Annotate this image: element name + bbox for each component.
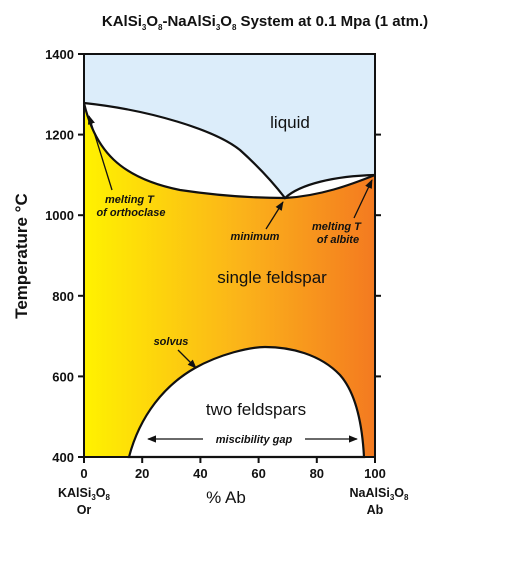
y-tick-label: 400: [52, 450, 74, 465]
minimum-arrow: [265, 201, 284, 230]
y-tick-label: 1400: [45, 47, 74, 62]
y-tick-marks: [78, 53, 381, 458]
melting-loop-right-region: [285, 175, 375, 198]
melting-orthoclase-arrow: [87, 115, 113, 191]
plot-frame: [83, 53, 376, 458]
left-endmember-abbr: Or: [77, 503, 92, 517]
right-endmember-formula: NaAlSi3O8: [350, 486, 409, 502]
right-endmember-abbr: Ab: [367, 503, 384, 517]
liquid-label: liquid: [270, 113, 310, 132]
liquidus-curve: [83, 101, 376, 200]
two-feldspars-label: two feldspars: [206, 400, 306, 419]
solvus-arrow: [177, 349, 197, 369]
diagram-title: KAlSi3O8-NaAlSi3O8 System at 0.1 Mpa (1 …: [102, 13, 428, 32]
melting-albite-label: melting T of albite: [312, 221, 364, 246]
y-tick-label: 600: [52, 369, 74, 384]
solvus-label: solvus: [154, 336, 189, 348]
x-tick-label: 20: [135, 466, 149, 481]
minimum-label: minimum: [231, 231, 280, 243]
left-endmember-formula: KAlSi3O8: [58, 486, 111, 502]
y-tick-label: 800: [52, 289, 74, 304]
x-axis-title: % Ab: [206, 488, 246, 507]
x-tick-label: 0: [80, 466, 87, 481]
single-feldspar-label: single feldspar: [217, 268, 327, 287]
x-tick-label: 40: [193, 466, 207, 481]
y-tick-label: 1200: [45, 128, 74, 143]
melting-orthoclase-label: melting T of orthoclase: [96, 194, 165, 219]
x-tick-label: 100: [364, 466, 386, 481]
two-feldspars-region: [127, 345, 366, 459]
miscibility-gap-label: miscibility gap: [216, 434, 293, 446]
solidus-curve: [82, 102, 376, 200]
y-axis-title: Temperature °C: [12, 193, 31, 319]
x-tick-label: 80: [310, 466, 324, 481]
x-tick-marks: [83, 457, 376, 463]
y-tick-label: 1000: [45, 208, 74, 223]
x-tick-label: 60: [251, 466, 265, 481]
melting-albite-arrow: [353, 179, 373, 219]
